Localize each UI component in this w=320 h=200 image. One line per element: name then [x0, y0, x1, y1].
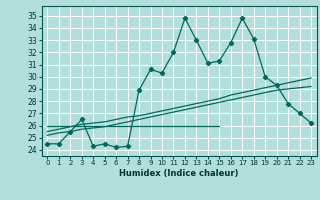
X-axis label: Humidex (Indice chaleur): Humidex (Indice chaleur)	[119, 169, 239, 178]
